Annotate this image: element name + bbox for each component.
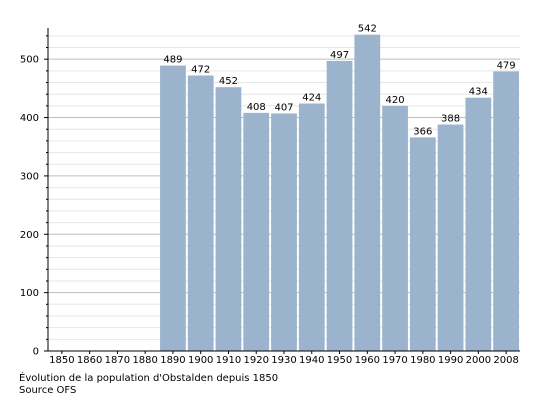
bar-2008 bbox=[493, 71, 519, 352]
x-tick-label-1880: 1880 bbox=[132, 355, 157, 366]
bar-2000 bbox=[465, 97, 492, 352]
value-label-1930: 407 bbox=[274, 102, 293, 113]
bar-1920 bbox=[243, 112, 270, 351]
x-tick-label-1960: 1960 bbox=[355, 355, 380, 366]
bar-1970 bbox=[382, 105, 408, 351]
y-tick-label-300: 300 bbox=[20, 171, 39, 182]
value-label-2000: 434 bbox=[469, 87, 488, 98]
bar-1960 bbox=[354, 34, 381, 351]
value-label-2008: 479 bbox=[497, 60, 516, 71]
x-tick-label-1980: 1980 bbox=[410, 355, 435, 366]
bar-1990 bbox=[437, 124, 464, 351]
x-tick-label-1950: 1950 bbox=[327, 355, 352, 366]
bar-1980 bbox=[409, 137, 436, 351]
x-tick-label-2008: 2008 bbox=[493, 355, 518, 366]
axes bbox=[44, 28, 520, 354]
x-tick-labels: 1850 1860 1870 1880 1890 1900 1910 1920 1930 1940… bbox=[49, 355, 519, 366]
chart-caption: Évolution de la population d'Obstalden d… bbox=[19, 373, 279, 384]
bar-1930 bbox=[271, 113, 297, 352]
y-tick-label-100: 100 bbox=[20, 288, 39, 299]
x-tick-label-1850: 1850 bbox=[49, 355, 74, 366]
y-tick-label-500: 500 bbox=[20, 55, 39, 66]
value-label-1990: 388 bbox=[441, 114, 460, 125]
bar-1910 bbox=[215, 87, 242, 352]
value-label-1900: 472 bbox=[191, 65, 210, 76]
bar-1900 bbox=[187, 75, 214, 352]
value-label-1920: 408 bbox=[247, 102, 266, 113]
value-label-1970: 420 bbox=[386, 95, 405, 106]
value-label-1890: 489 bbox=[163, 55, 182, 66]
value-labels: 489 472 452 408 407 424 497 542 420 366 388 434 479 bbox=[163, 24, 515, 138]
x-tick-label-1870: 1870 bbox=[105, 355, 130, 366]
bar-1950 bbox=[326, 60, 353, 351]
chart-source: Source OFS bbox=[19, 385, 77, 396]
x-tick-label-1940: 1940 bbox=[299, 355, 324, 366]
bar-1890 bbox=[160, 65, 186, 352]
value-label-1980: 366 bbox=[413, 126, 432, 137]
y-tick-label-0: 0 bbox=[33, 347, 39, 358]
value-label-1960: 542 bbox=[358, 24, 377, 35]
x-tick-label-1900: 1900 bbox=[188, 355, 213, 366]
y-tick-label-400: 400 bbox=[20, 113, 39, 124]
x-tick-label-1860: 1860 bbox=[77, 355, 102, 366]
x-tick-label-2000: 2000 bbox=[466, 355, 491, 366]
value-label-1950: 497 bbox=[330, 50, 349, 61]
value-label-1910: 452 bbox=[219, 76, 238, 87]
x-tick-label-1970: 1970 bbox=[382, 355, 407, 366]
x-tick-label-1930: 1930 bbox=[271, 355, 296, 366]
x-tick-label-1920: 1920 bbox=[244, 355, 269, 366]
x-tick-label-1890: 1890 bbox=[160, 355, 185, 366]
value-label-1940: 424 bbox=[302, 93, 321, 104]
y-tick-labels: 0 100 200 300 400 500 bbox=[20, 55, 39, 358]
x-tick-label-1990: 1990 bbox=[438, 355, 463, 366]
y-tick-label-200: 200 bbox=[20, 230, 39, 241]
bars bbox=[160, 34, 519, 352]
x-tick-label-1910: 1910 bbox=[216, 355, 241, 366]
bar-1940 bbox=[298, 103, 325, 352]
